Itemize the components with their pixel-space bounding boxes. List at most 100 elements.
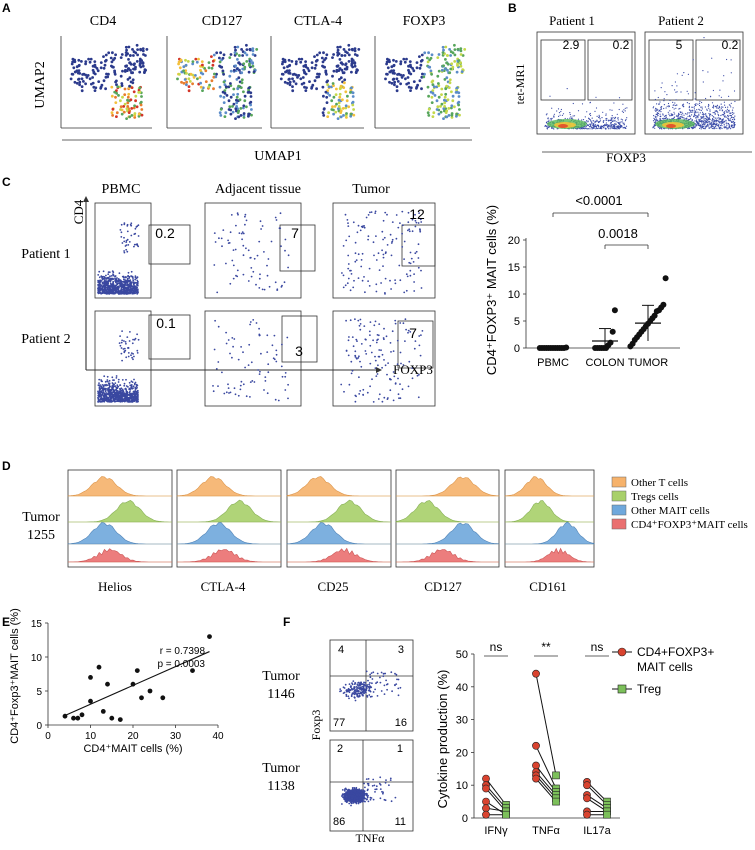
b-event	[719, 127, 721, 129]
f-flow-event	[366, 696, 369, 698]
d-hist-curve	[286, 522, 391, 545]
umap-cell	[399, 62, 403, 66]
f-flow-event	[355, 686, 358, 688]
d-hist-curve	[287, 499, 392, 523]
c-event	[249, 323, 252, 326]
b-event	[730, 128, 732, 130]
b-event	[708, 112, 710, 115]
b-event	[724, 126, 727, 128]
c-event	[119, 335, 121, 337]
e-point	[139, 695, 144, 701]
umap-cell	[299, 60, 303, 64]
b-event	[623, 109, 625, 111]
c-event	[114, 290, 117, 292]
umap-cell	[459, 47, 463, 50]
umap-cell	[338, 95, 342, 99]
c-event	[242, 383, 245, 386]
umap-cell	[429, 56, 433, 60]
umap-cell	[129, 98, 133, 102]
b-event	[697, 124, 699, 126]
b-event	[726, 116, 728, 118]
b-event	[686, 90, 688, 92]
umap-cell	[427, 65, 431, 69]
b-event	[569, 112, 571, 114]
b-event	[691, 128, 694, 130]
umap-cell	[412, 69, 416, 73]
f-flow-event	[369, 682, 371, 684]
c-event	[128, 277, 131, 279]
b-event	[699, 100, 701, 103]
c-event	[137, 393, 139, 396]
c-event	[109, 275, 111, 278]
c-event	[217, 385, 219, 387]
b-event	[612, 120, 614, 123]
b-event	[708, 121, 711, 123]
b-event	[691, 114, 693, 116]
umap-cell	[349, 112, 353, 116]
c-event	[129, 279, 132, 281]
b-event	[688, 105, 691, 107]
umap-cell	[347, 60, 351, 63]
c-event	[391, 238, 394, 241]
f-flow-event	[361, 693, 364, 696]
umap-cell	[231, 110, 235, 114]
umap-cell	[331, 74, 334, 78]
umap-cell	[224, 85, 228, 89]
c-event	[218, 237, 220, 240]
umap-cell	[124, 68, 127, 72]
umap-cell	[234, 64, 238, 68]
umap-cell	[450, 90, 453, 94]
c-event	[266, 392, 269, 395]
b-event	[724, 106, 727, 108]
umap-cell	[392, 58, 395, 62]
c-scatter-cat-label: COLON	[585, 357, 624, 369]
c-event	[349, 289, 352, 292]
b-event	[577, 118, 580, 120]
c-event	[227, 383, 229, 386]
b-event	[652, 107, 654, 109]
umap-cell	[328, 94, 332, 97]
umap-cell	[235, 78, 239, 81]
umap-cell	[91, 76, 94, 79]
umap-cell	[141, 64, 145, 68]
umap-cell	[126, 95, 130, 99]
b-event	[699, 109, 701, 111]
c-event	[403, 258, 405, 260]
b-event	[611, 124, 613, 126]
c-event	[385, 251, 387, 254]
umap-cell	[384, 77, 387, 81]
umap-cell	[134, 94, 138, 98]
umap-cell	[176, 77, 179, 81]
c-event	[345, 350, 348, 352]
f-flow-event	[361, 683, 364, 685]
b-event	[699, 121, 701, 123]
b-event	[591, 126, 593, 129]
umap-cell	[419, 59, 423, 63]
b-event	[695, 121, 698, 123]
c-event	[110, 288, 112, 291]
c-event	[120, 341, 123, 344]
umap-cell	[212, 87, 215, 91]
b-event	[733, 112, 735, 114]
umap-cell	[439, 110, 443, 114]
f-flow-event	[362, 686, 365, 688]
umap-cell	[457, 103, 460, 107]
b-event	[586, 128, 588, 130]
umap-cell	[304, 63, 307, 67]
b-event	[729, 112, 731, 114]
umap-cell	[453, 48, 457, 51]
c-event	[101, 386, 103, 389]
b-event	[657, 112, 660, 114]
c-event	[378, 323, 381, 325]
umap-cell	[330, 99, 334, 103]
b-event	[584, 126, 586, 128]
c-event	[253, 381, 256, 383]
umap-cell	[251, 53, 255, 56]
umap-cell	[447, 114, 451, 117]
c-scatter-ytick-label: 20	[508, 235, 520, 247]
umap-cell	[335, 102, 338, 106]
umap-cell	[347, 48, 351, 51]
c-event	[367, 214, 370, 216]
b-event	[715, 121, 717, 123]
b-event	[668, 113, 670, 115]
